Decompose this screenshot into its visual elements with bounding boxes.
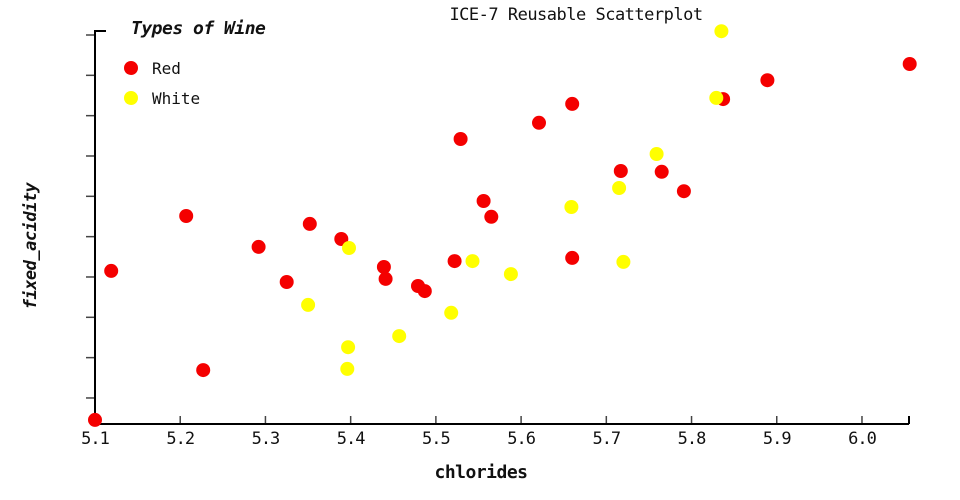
- data-point-red: [453, 132, 468, 146]
- data-point-red: [565, 96, 580, 111]
- x-tick-label: 5.5: [422, 429, 450, 449]
- legend-item-red: Red: [124, 53, 265, 83]
- data-point-red: [613, 164, 628, 178]
- legend-item-label: White: [152, 88, 201, 108]
- data-point-red: [532, 115, 546, 130]
- x-tick-label: 5.1: [81, 429, 109, 449]
- data-point-red: [760, 73, 775, 88]
- legend-item-label: Red: [152, 58, 181, 78]
- data-point-red: [902, 57, 917, 71]
- x-tick-label: 5.7: [592, 429, 620, 449]
- data-point-white: [503, 267, 518, 282]
- data-point-red: [279, 275, 294, 289]
- data-point-red: [88, 412, 102, 427]
- data-point-red: [302, 216, 317, 231]
- data-point-white: [714, 24, 729, 39]
- legend: Types of Wine Red White: [124, 18, 266, 113]
- data-point-red: [378, 271, 393, 286]
- data-point-white: [616, 254, 631, 269]
- legend-item-white: White: [124, 83, 265, 113]
- data-point-white: [465, 254, 480, 269]
- data-point-red: [447, 254, 462, 269]
- x-tick-label: 5.8: [678, 429, 706, 449]
- x-tick-label: 5.4: [337, 429, 365, 449]
- data-point-red: [417, 284, 432, 299]
- legend-items: Red White: [124, 53, 265, 113]
- x-tick-label: 5.3: [252, 429, 280, 449]
- data-point-white: [709, 90, 724, 105]
- data-point-white: [612, 181, 627, 195]
- data-point-white: [564, 200, 579, 214]
- data-point-red: [484, 209, 499, 224]
- chart-title: ICE-7 Reusable Scatterplot: [449, 5, 703, 25]
- data-point-white: [444, 305, 459, 320]
- data-point-white: [301, 297, 316, 312]
- data-point-white: [342, 241, 356, 255]
- data-point-white: [340, 361, 355, 376]
- data-point-white: [392, 329, 407, 344]
- data-point-red: [654, 164, 669, 179]
- data-point-red: [179, 209, 194, 223]
- data-point-red: [565, 250, 580, 265]
- data-point-red: [676, 184, 691, 199]
- x-axis-label: chlorides: [434, 462, 528, 483]
- data-point-red: [251, 239, 266, 254]
- data-point-red: [196, 363, 211, 378]
- data-point-red: [376, 260, 391, 274]
- data-point-red: [104, 263, 119, 278]
- data-point-white: [649, 147, 664, 161]
- y-axis-label: fixed_acidity: [21, 182, 41, 310]
- x-tick-label: 6.0: [848, 429, 876, 449]
- legend-swatch-white: [124, 91, 138, 105]
- legend-swatch-red: [124, 61, 138, 75]
- x-tick-label: 5.9: [763, 429, 791, 449]
- x-tick-label: 5.6: [507, 429, 535, 449]
- data-point-red: [476, 194, 491, 208]
- x-tick-label: 5.2: [166, 429, 194, 449]
- legend-title: Types of Wine: [131, 18, 266, 39]
- data-point-white: [341, 340, 356, 355]
